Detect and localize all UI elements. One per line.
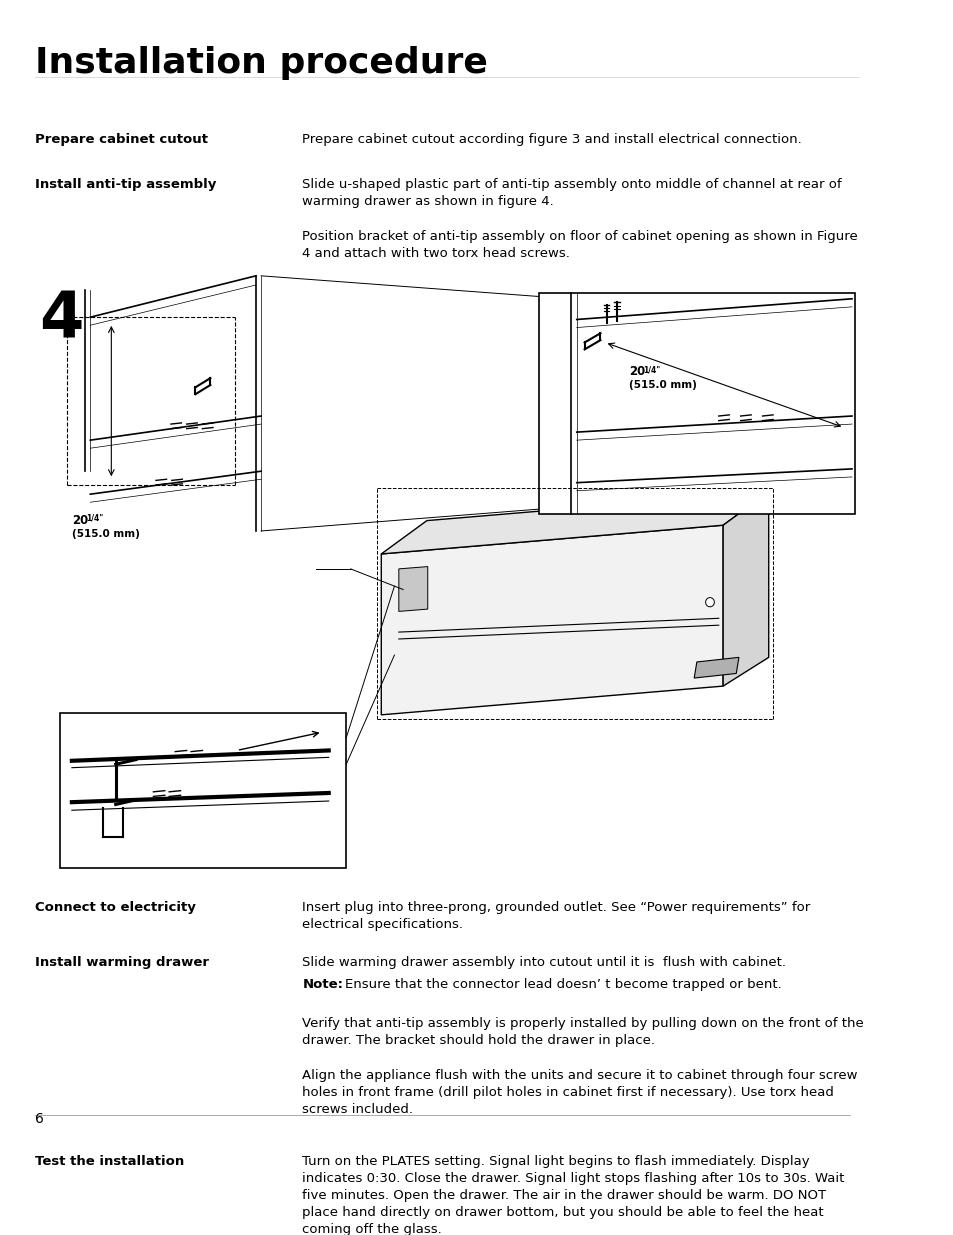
Text: Verify that anti-tip assembly is properly installed by pulling down on the front: Verify that anti-tip assembly is properl… <box>302 1018 863 1047</box>
Text: Prepare cabinet cutout: Prepare cabinet cutout <box>35 133 208 146</box>
Ellipse shape <box>705 598 714 606</box>
Text: Installation procedure: Installation procedure <box>35 46 487 80</box>
Text: Test the installation: Test the installation <box>35 1155 184 1168</box>
Bar <box>538 293 854 514</box>
Text: Turn on the PLATES setting. Signal light begins to flash immediately. Display
in: Turn on the PLATES setting. Signal light… <box>302 1155 844 1235</box>
Polygon shape <box>381 492 768 555</box>
Bar <box>59 713 346 868</box>
Text: Install warming drawer: Install warming drawer <box>35 956 209 969</box>
Text: Note:: Note: <box>302 978 343 990</box>
Text: 6: 6 <box>35 1113 44 1126</box>
Text: Connect to electricity: Connect to electricity <box>35 902 195 914</box>
Text: Position bracket of anti-tip assembly on floor of cabinet opening as shown in Fi: Position bracket of anti-tip assembly on… <box>302 230 858 259</box>
Text: 1/4": 1/4" <box>642 366 659 374</box>
Text: Install anti-tip assembly: Install anti-tip assembly <box>35 178 216 191</box>
Text: 1/4": 1/4" <box>86 514 103 522</box>
Text: Align the appliance flush with the units and secure it to cabinet through four s: Align the appliance flush with the units… <box>302 1068 857 1115</box>
Text: 4: 4 <box>39 290 84 352</box>
Text: 20: 20 <box>71 514 88 526</box>
Text: Slide warming drawer assembly into cutout until it is  flush with cabinet.: Slide warming drawer assembly into cutou… <box>302 956 785 969</box>
Text: (515.0 mm): (515.0 mm) <box>71 529 139 538</box>
Polygon shape <box>398 567 427 611</box>
Polygon shape <box>722 492 768 687</box>
Text: 20: 20 <box>629 366 645 378</box>
Text: Insert plug into three-prong, grounded outlet. See “Power requirements” for
elec: Insert plug into three-prong, grounded o… <box>302 902 810 931</box>
Text: Prepare cabinet cutout according figure 3 and install electrical connection.: Prepare cabinet cutout according figure … <box>302 133 801 146</box>
Polygon shape <box>694 657 739 678</box>
Text: Slide u-shaped plastic part of anti-tip assembly onto middle of channel at rear : Slide u-shaped plastic part of anti-tip … <box>302 178 841 209</box>
Text: (515.0 mm): (515.0 mm) <box>629 380 697 390</box>
Polygon shape <box>381 525 722 715</box>
Text: Ensure that the connector lead doesn’ t become trapped or bent.: Ensure that the connector lead doesn’ t … <box>345 978 781 990</box>
